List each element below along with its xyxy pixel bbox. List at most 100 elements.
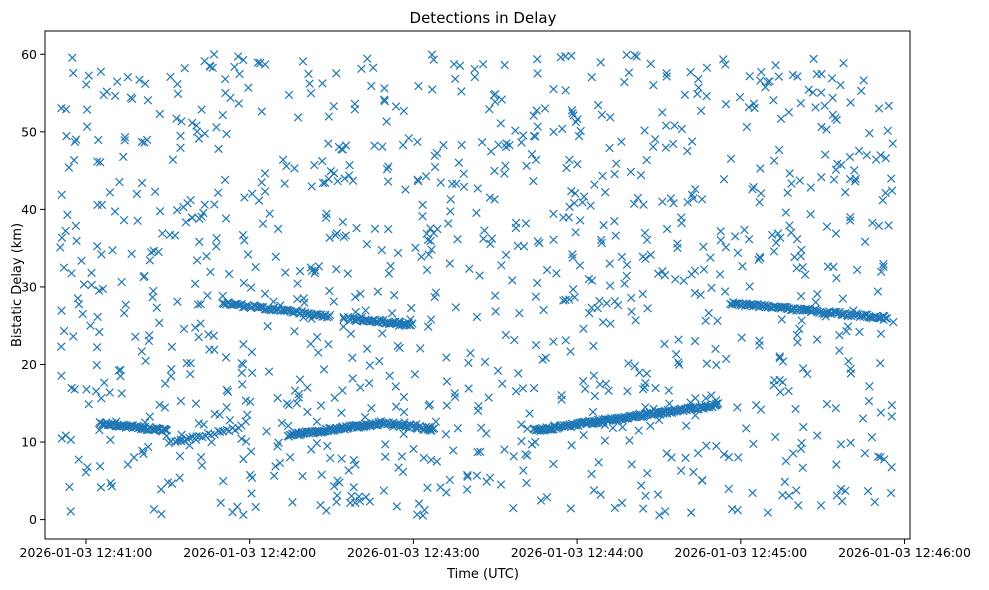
detection-point	[194, 134, 204, 143]
detection-point	[421, 172, 431, 181]
detection-point	[487, 234, 497, 243]
detection-point	[846, 212, 855, 222]
detection-point	[137, 347, 147, 356]
detection-point	[97, 250, 106, 259]
detection-point	[245, 470, 255, 480]
detection-point	[792, 486, 801, 495]
detection-point	[568, 108, 577, 118]
detection-point	[567, 440, 576, 450]
detection-point	[876, 408, 886, 417]
detection-point	[97, 393, 106, 403]
detection-point	[813, 431, 822, 440]
detection-point	[887, 186, 897, 195]
detection-point	[339, 314, 349, 324]
detection-point	[549, 337, 558, 346]
detection-point	[884, 101, 894, 110]
detection-point	[172, 114, 181, 123]
detection-point	[533, 69, 542, 78]
detections-series	[56, 50, 898, 520]
detection-point	[87, 280, 96, 290]
detection-point	[237, 359, 246, 368]
detection-point	[490, 97, 500, 107]
detection-point	[196, 299, 205, 309]
detection-point	[214, 144, 223, 154]
detection-point	[817, 122, 826, 132]
detection-point	[879, 455, 889, 464]
detection-point	[167, 342, 177, 352]
detection-point	[533, 237, 543, 246]
detection-point	[681, 421, 691, 430]
detection-point	[800, 270, 810, 279]
detection-point	[664, 386, 674, 395]
detection-point	[587, 73, 597, 82]
detection-point	[318, 178, 328, 188]
detection-point	[786, 228, 796, 237]
detection-point	[185, 369, 195, 379]
detection-point	[323, 441, 332, 451]
detection-point	[493, 366, 503, 376]
detection-point	[539, 305, 548, 315]
detection-point	[673, 243, 682, 253]
detection-point	[479, 234, 488, 243]
detection-point	[529, 176, 538, 186]
detection-point	[641, 378, 650, 388]
detection-point	[765, 77, 774, 86]
detection-point	[612, 159, 621, 168]
detection-point	[70, 385, 79, 394]
detection-point	[69, 155, 79, 165]
detection-point	[258, 219, 268, 228]
detection-point	[841, 187, 850, 197]
detection-point	[413, 175, 422, 184]
detection-point	[408, 319, 417, 328]
detection-point	[788, 70, 798, 80]
detection-point	[292, 398, 302, 408]
detection-point	[593, 100, 603, 110]
detection-point	[237, 434, 246, 443]
detection-point	[173, 297, 182, 306]
detection-point	[874, 104, 884, 113]
detection-point	[701, 316, 710, 326]
detection-point	[787, 179, 796, 188]
detection-point	[639, 200, 648, 209]
detection-point	[641, 491, 650, 501]
detection-point	[333, 491, 342, 500]
detection-point	[485, 104, 494, 114]
detection-point	[429, 55, 438, 64]
detection-point	[196, 319, 205, 328]
detection-point	[561, 336, 570, 345]
detection-point	[846, 98, 855, 107]
detection-point	[292, 294, 302, 304]
detection-point	[796, 99, 806, 108]
detection-point	[135, 75, 144, 85]
detection-point	[367, 81, 376, 91]
detection-point	[160, 379, 170, 388]
detection-point	[707, 283, 716, 293]
detection-point	[735, 92, 745, 102]
detection-point	[638, 504, 648, 513]
detection-point	[245, 397, 255, 406]
detection-point	[716, 235, 726, 245]
detection-point	[316, 401, 326, 410]
detection-point	[325, 286, 334, 296]
detection-point	[697, 475, 707, 485]
detection-point	[686, 67, 695, 77]
detection-point	[333, 176, 343, 186]
detection-point	[197, 461, 207, 470]
detection-point	[239, 510, 248, 519]
detection-point	[803, 369, 812, 379]
detection-point	[719, 55, 728, 64]
detection-point	[318, 79, 327, 88]
detection-point	[623, 386, 632, 396]
detection-point	[564, 213, 574, 222]
detection-point	[515, 308, 524, 318]
detection-point	[337, 144, 346, 154]
detection-point	[158, 229, 167, 238]
detection-point	[733, 403, 742, 412]
detection-point	[303, 407, 312, 417]
detection-point	[785, 221, 794, 230]
detection-point	[575, 261, 585, 270]
detection-point	[350, 99, 360, 109]
detection-point	[655, 510, 664, 520]
detection-point	[726, 154, 736, 164]
detection-point	[549, 84, 558, 94]
